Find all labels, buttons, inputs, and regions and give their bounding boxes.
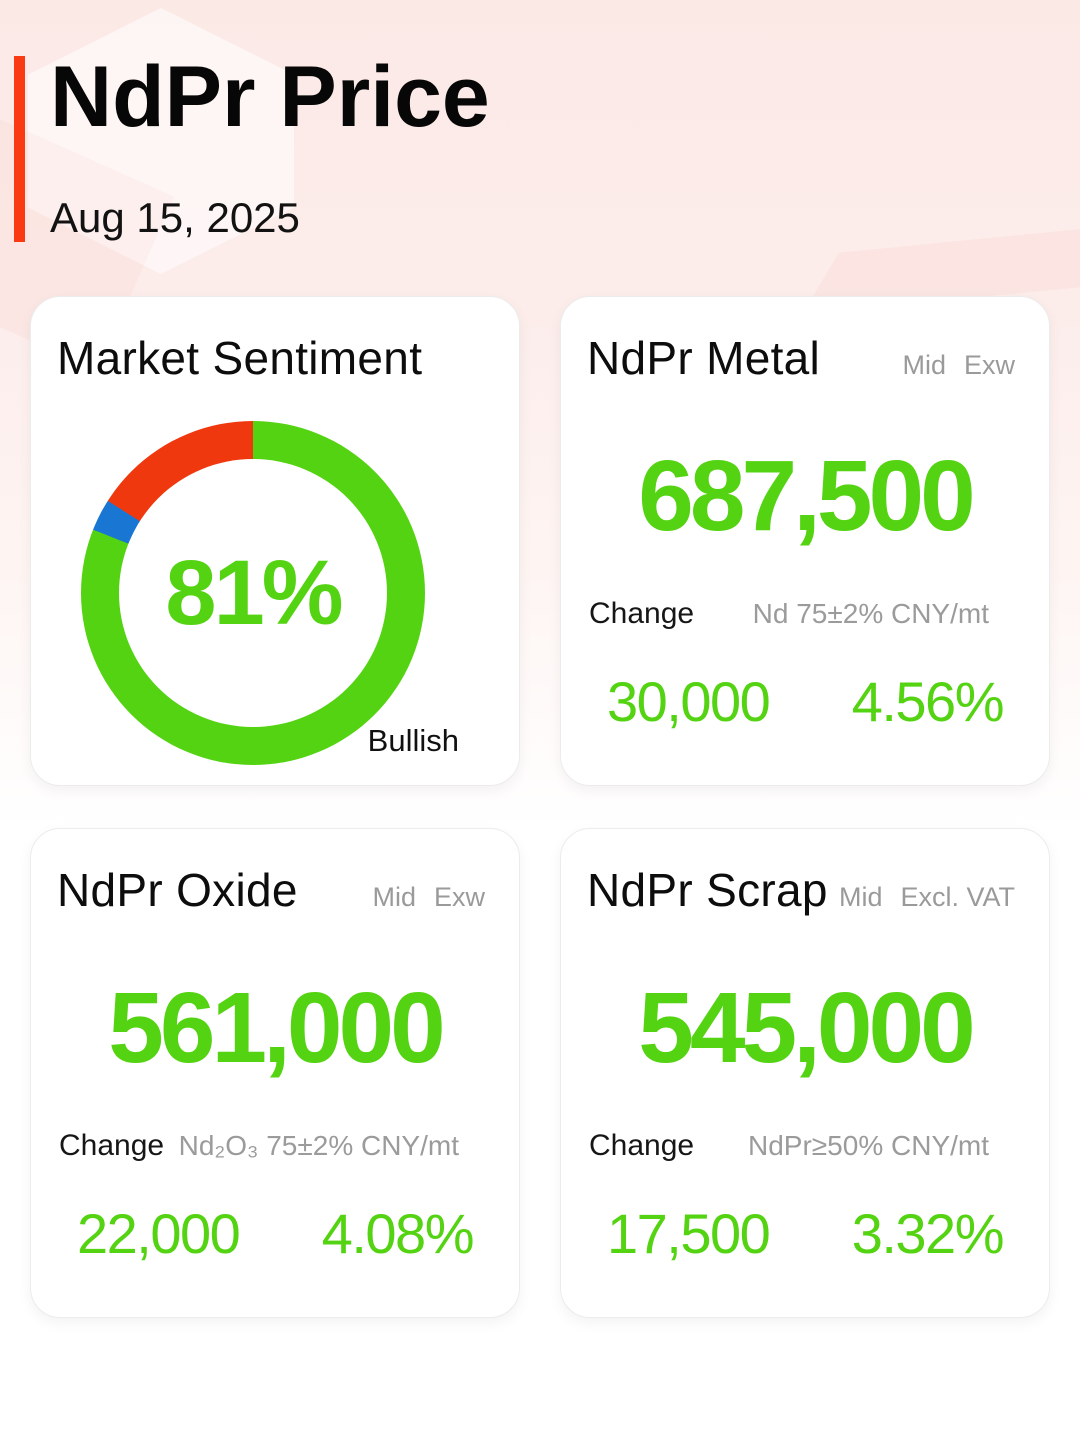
change-values-row: 17,500 3.32% <box>607 1201 1005 1266</box>
page-title: NdPr Price <box>50 49 490 145</box>
report-date: Aug 15, 2025 <box>50 194 300 241</box>
price-type-tag: Mid <box>372 882 416 912</box>
price-unit-spec: NdPr≥50% CNY/mt <box>748 1130 989 1161</box>
price-tags: Mid Exw <box>902 350 1015 381</box>
price-term-tag: Exw <box>433 882 485 912</box>
change-label: Change <box>589 597 695 630</box>
card-header: Market Sentiment <box>57 331 485 385</box>
title-accent-bar <box>14 56 25 242</box>
change-values-row: 30,000 4.56% <box>607 669 1005 734</box>
price-type-tag: Mid <box>902 350 946 380</box>
sentiment-caption: Bullish <box>367 723 459 758</box>
price-value: 545,000 <box>638 972 975 1084</box>
price-term-tag: Exw <box>963 350 1015 380</box>
change-percent-value: 4.08% <box>321 1202 475 1265</box>
card-title: NdPr Oxide <box>57 864 298 916</box>
change-row: Change Nd₂O₃ 75±2% CNY/mt <box>59 1129 459 1163</box>
change-values-row: 22,000 4.08% <box>77 1201 475 1266</box>
price-value: 687,500 <box>638 440 975 552</box>
ndpr-metal-card: NdPr Metal Mid Exw 687,500 Change Nd 75±… <box>560 296 1050 786</box>
change-absolute-value: 30,000 <box>607 670 771 733</box>
ndpr-oxide-card: NdPr Oxide Mid Exw 561,000 Change Nd₂O₃ … <box>30 828 520 1318</box>
card-header: NdPr Oxide Mid Exw <box>57 863 485 917</box>
change-row: Change Nd 75±2% CNY/mt <box>589 597 989 631</box>
card-title: Market Sentiment <box>57 332 423 384</box>
card-header: NdPr Metal Mid Exw <box>587 331 1015 385</box>
market-sentiment-card: Market Sentiment 81% Bullish <box>30 296 520 786</box>
price-unit-spec: Nd₂O₃ 75±2% CNY/mt <box>178 1130 459 1161</box>
change-absolute-value: 17,500 <box>607 1202 771 1265</box>
change-label: Change <box>589 1129 695 1162</box>
change-percent-value: 4.56% <box>851 670 1005 733</box>
card-title: NdPr Metal <box>587 332 821 384</box>
price-type-tag: Mid <box>838 882 883 912</box>
change-row: Change NdPr≥50% CNY/mt <box>589 1129 989 1163</box>
change-absolute-value: 22,000 <box>77 1202 241 1265</box>
card-header: NdPr Scrap Mid Excl. VAT <box>587 863 1015 917</box>
price-tags: Mid Excl. VAT <box>839 882 1015 913</box>
change-percent-value: 3.32% <box>851 1202 1005 1265</box>
price-tags: Mid Exw <box>372 882 485 913</box>
ndpr-scrap-card: NdPr Scrap Mid Excl. VAT 545,000 Change … <box>560 828 1050 1318</box>
card-title: NdPr Scrap <box>587 864 828 916</box>
change-label: Change <box>59 1129 165 1162</box>
price-term-tag: Excl. VAT <box>900 882 1015 912</box>
sentiment-percent-value: 81% <box>165 541 343 644</box>
price-value: 561,000 <box>108 972 445 1084</box>
sentiment-donut-chart: 81% <box>81 421 425 765</box>
sentiment-donut-hole <box>119 459 387 727</box>
price-unit-spec: Nd 75±2% CNY/mt <box>752 598 989 629</box>
